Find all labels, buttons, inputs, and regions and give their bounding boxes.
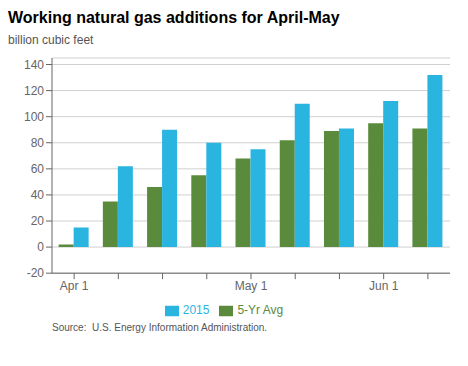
svg-text:May 1: May 1 xyxy=(235,279,268,293)
html-text:5-Yr Avg: 5-Yr Avg xyxy=(237,303,284,318)
svg-text:80: 80 xyxy=(31,136,45,150)
svg-text:0: 0 xyxy=(37,240,44,254)
svg-text:Apr 1: Apr 1 xyxy=(60,279,89,293)
svg-text:-20: -20 xyxy=(27,266,45,280)
html-text:2015: 2015 xyxy=(182,303,210,318)
svg-text:Jun 1: Jun 1 xyxy=(369,279,399,293)
svg-text:100: 100 xyxy=(24,110,44,124)
svg-text:120: 120 xyxy=(24,84,44,98)
svg-text:20: 20 xyxy=(31,214,45,228)
html-text:billion cubic feet: billion cubic feet xyxy=(8,33,94,47)
svg-text:60: 60 xyxy=(31,162,45,176)
svg-text:140: 140 xyxy=(24,58,44,72)
html-text:Source: U.S. Energy Informatio: Source: U.S. Energy Information Administ… xyxy=(52,322,268,333)
svg-text:40: 40 xyxy=(31,188,45,202)
html-text:Working natural gas additions: Working natural gas additions for April-… xyxy=(8,9,340,26)
